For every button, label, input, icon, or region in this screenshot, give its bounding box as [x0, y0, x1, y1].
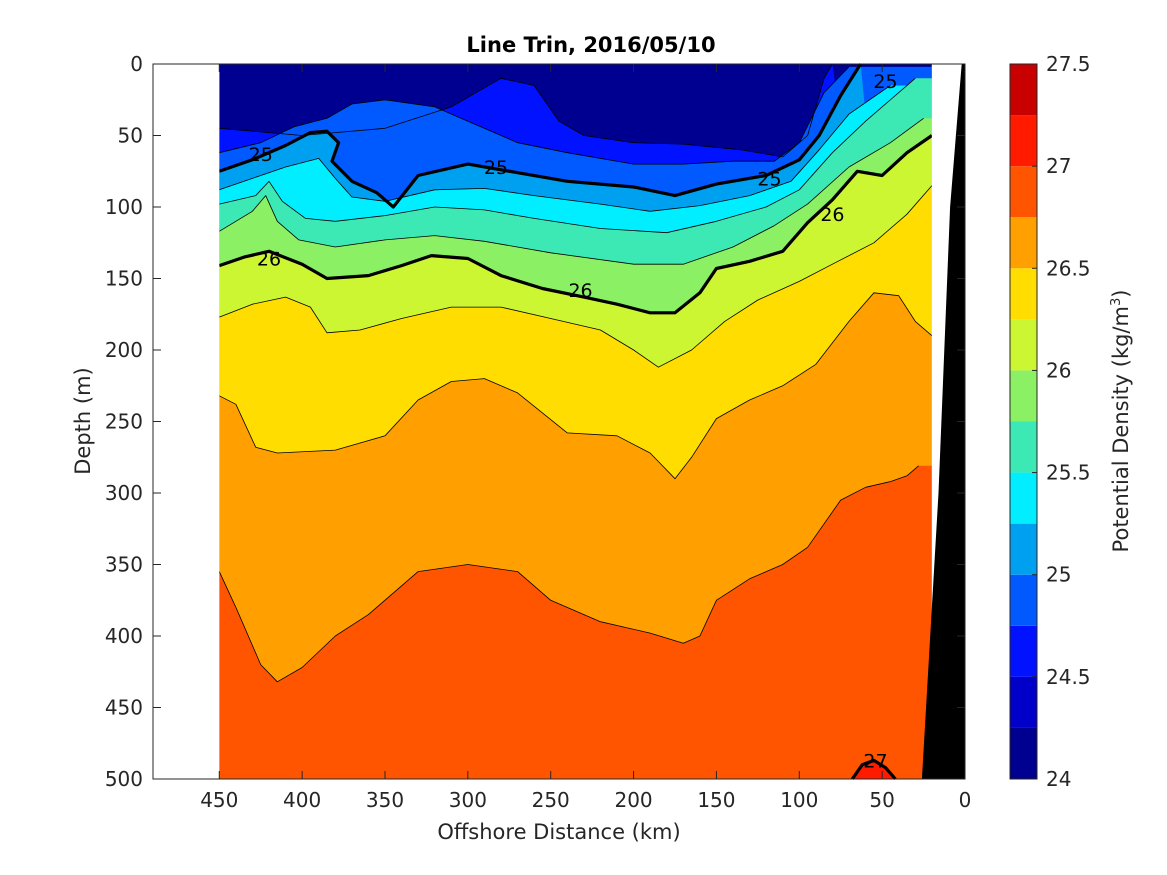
- colorbar-band-26.25: [1010, 268, 1037, 320]
- mask-offshore: [153, 64, 220, 779]
- y-tick-label: 300: [105, 481, 143, 505]
- isopycnal-26.25: [219, 185, 933, 368]
- x-tick-label: 100: [780, 788, 818, 812]
- colorbar-band-24: [1010, 727, 1037, 779]
- density-filled-contours: [219, 64, 932, 780]
- colorbar-band-25.75: [1010, 370, 1037, 422]
- plot-area: 25 25 25 25 26 26 26 27: [152, 63, 966, 781]
- colorbar-tick-label: 27.5: [1046, 52, 1091, 76]
- x-tick-label: 350: [366, 788, 404, 812]
- seafloor-topography: [921, 64, 965, 779]
- y-axis: 0 50 100 150 200 250 300 350 400 450 500: [105, 52, 965, 791]
- colorbar-tick-label: 26: [1046, 358, 1071, 382]
- y-tick-label: 350: [105, 553, 143, 577]
- isopycnal-lines: [218, 63, 933, 781]
- colorbar-tick-label: 27: [1046, 154, 1071, 178]
- contour-label-25: 25: [484, 157, 508, 179]
- colorbar-band-25.25: [1010, 472, 1037, 524]
- colorbar-band-26: [1010, 319, 1037, 371]
- contour-labels: 25 25 25 25 26 26 26 27: [249, 71, 898, 772]
- contour-label-25: 25: [249, 144, 273, 166]
- colorbar-band-27: [1010, 115, 1037, 167]
- contour-label-26: 26: [820, 204, 844, 226]
- colorbar-band-25: [1010, 523, 1037, 575]
- x-tick-label: 50: [869, 788, 894, 812]
- contour-label-25: 25: [873, 71, 897, 93]
- colorbar-tick-label: 25: [1046, 563, 1071, 587]
- y-axis-label: Depth (m): [71, 367, 95, 474]
- colorbar-tick-label: 25.5: [1046, 461, 1091, 485]
- band-fill-26.75: [219, 465, 932, 779]
- colorbar-band-26.75: [1010, 166, 1037, 218]
- y-tick-label: 200: [105, 338, 143, 362]
- y-tick-label: 0: [130, 52, 143, 76]
- y-tick-label: 100: [105, 195, 143, 219]
- x-axis-label: Offshore Distance (km): [437, 820, 680, 844]
- colorbar-band-24.75: [1010, 574, 1037, 626]
- x-tick-label: 300: [449, 788, 487, 812]
- y-tick-label: 50: [118, 124, 143, 148]
- colorbar: 24 24.5 25 25.5 26 26.5 27 27.5: [1009, 52, 1091, 791]
- y-tick-label: 500: [105, 767, 143, 791]
- colorbar-tick-label: 24.5: [1046, 665, 1091, 689]
- x-tick-label: 200: [614, 788, 652, 812]
- x-tick-label: 250: [532, 788, 570, 812]
- chart-title: Line Trin, 2016/05/10: [466, 33, 715, 57]
- isopycnal-24.75: [219, 66, 850, 165]
- isopycnal-26.75: [218, 465, 919, 683]
- x-tick-label: 0: [959, 788, 972, 812]
- isopycnal-26.5: [219, 292, 933, 480]
- isopycnal-24.5: [219, 63, 833, 158]
- x-axis: 450 400 350 300 250 200 150 100 50 0: [200, 64, 971, 812]
- y-tick-label: 450: [105, 696, 143, 720]
- colorbar-band-25.5: [1010, 421, 1037, 473]
- contour-label-26: 26: [257, 248, 281, 270]
- colorbar-tick-label: 26.5: [1046, 256, 1091, 280]
- isopycnal-25.75: [219, 117, 924, 265]
- isopycnal-26: [218, 134, 933, 315]
- y-tick-label: 250: [105, 410, 143, 434]
- isopycnal-25: [218, 63, 862, 209]
- colorbar-label: Potential Density (kg/m3): [1109, 290, 1133, 553]
- y-tick-label: 400: [105, 624, 143, 648]
- colorbar-tick-label: 24: [1046, 767, 1071, 791]
- y-tick-label: 150: [105, 267, 143, 291]
- contour-label-27: 27: [863, 750, 887, 772]
- colorbar-band-24.25: [1010, 676, 1037, 728]
- colorbar-frame: [1009, 63, 1038, 780]
- isopycnal-27: [850, 758, 897, 781]
- x-tick-label: 400: [283, 788, 321, 812]
- colorbar-band-26.5: [1010, 217, 1037, 269]
- colorbar-band-27.25: [1010, 64, 1037, 116]
- isopycnal-25.5: [219, 77, 916, 234]
- colorbar-band-24.5: [1010, 625, 1037, 677]
- isopycnal-25.25: [219, 85, 891, 212]
- x-tick-label: 150: [697, 788, 735, 812]
- contour-label-26: 26: [568, 280, 592, 302]
- contour-label-25: 25: [757, 168, 781, 190]
- x-tick-label: 450: [200, 788, 238, 812]
